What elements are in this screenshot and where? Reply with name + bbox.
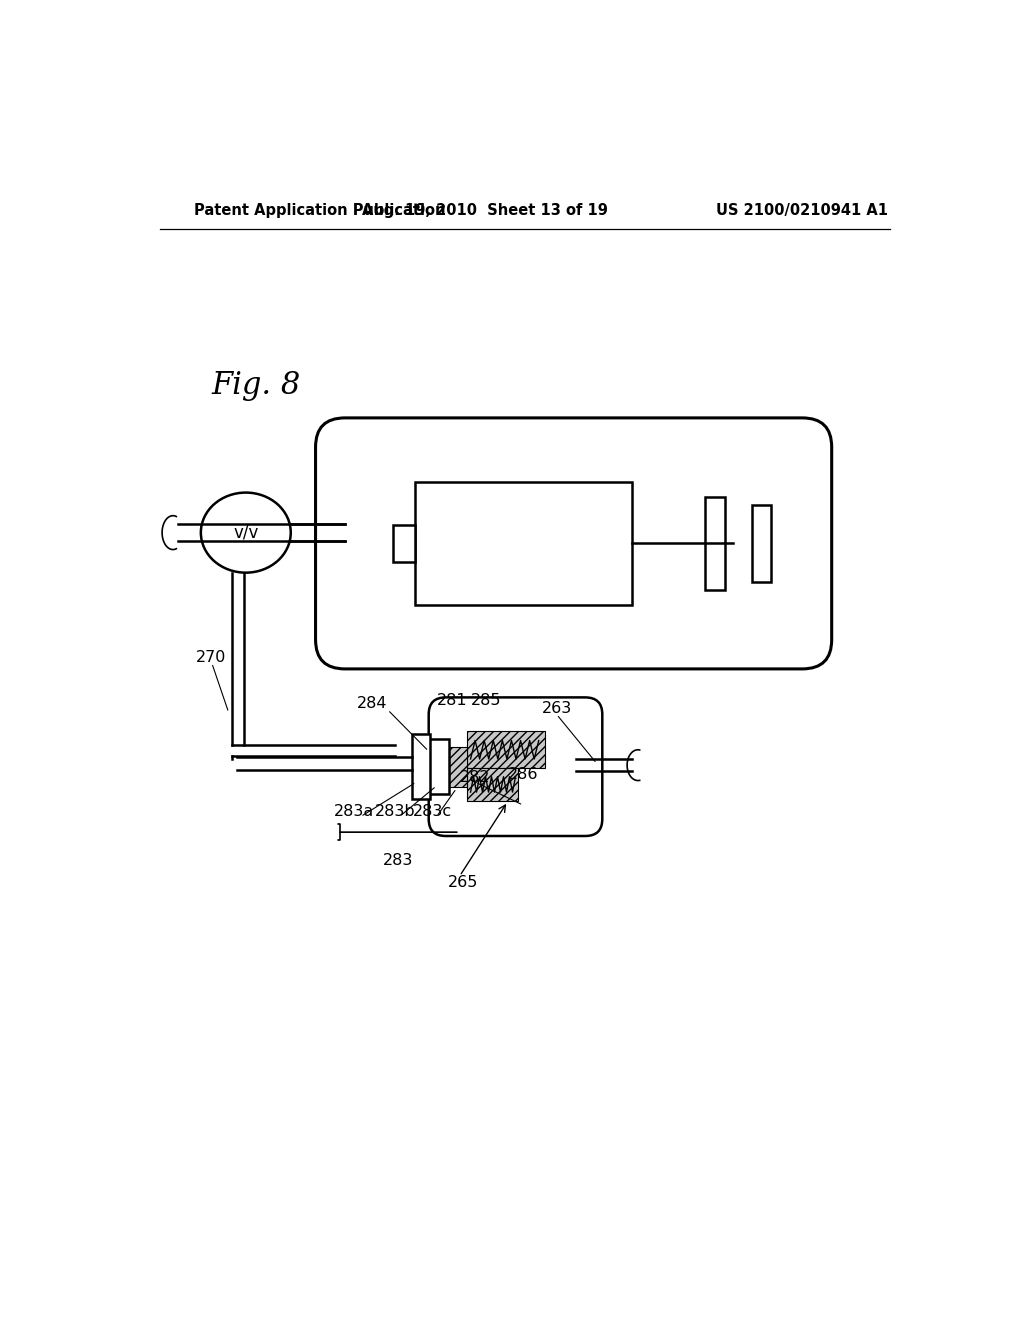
Bar [447,747,467,787]
FancyBboxPatch shape [315,418,831,669]
Text: 283c: 283c [413,804,453,818]
Bar [467,731,545,768]
Text: 263: 263 [542,701,571,715]
Text: 286: 286 [508,767,539,781]
Ellipse shape [201,492,291,573]
FancyBboxPatch shape [429,697,602,836]
Bar [752,506,771,582]
Text: Aug. 19, 2010  Sheet 13 of 19: Aug. 19, 2010 Sheet 13 of 19 [361,203,607,218]
Text: 283b: 283b [375,804,416,818]
Text: v/v: v/v [233,524,258,541]
Bar [415,482,632,605]
Text: Patent Application Publication: Patent Application Publication [194,203,445,218]
Text: 284: 284 [357,696,387,711]
Text: 282: 282 [460,770,490,785]
Bar [706,498,725,590]
Text: 283a: 283a [334,804,375,818]
Text: 281: 281 [436,693,467,708]
Bar [429,739,449,795]
Text: 270: 270 [197,649,226,665]
Bar [412,734,430,799]
Text: 283: 283 [383,853,414,869]
Bar [393,525,415,562]
Bar [467,768,518,800]
Text: 285: 285 [471,693,502,708]
Text: 265: 265 [447,875,478,890]
Text: US 2100/0210941 A1: US 2100/0210941 A1 [716,203,888,218]
Text: Fig. 8: Fig. 8 [212,370,301,401]
